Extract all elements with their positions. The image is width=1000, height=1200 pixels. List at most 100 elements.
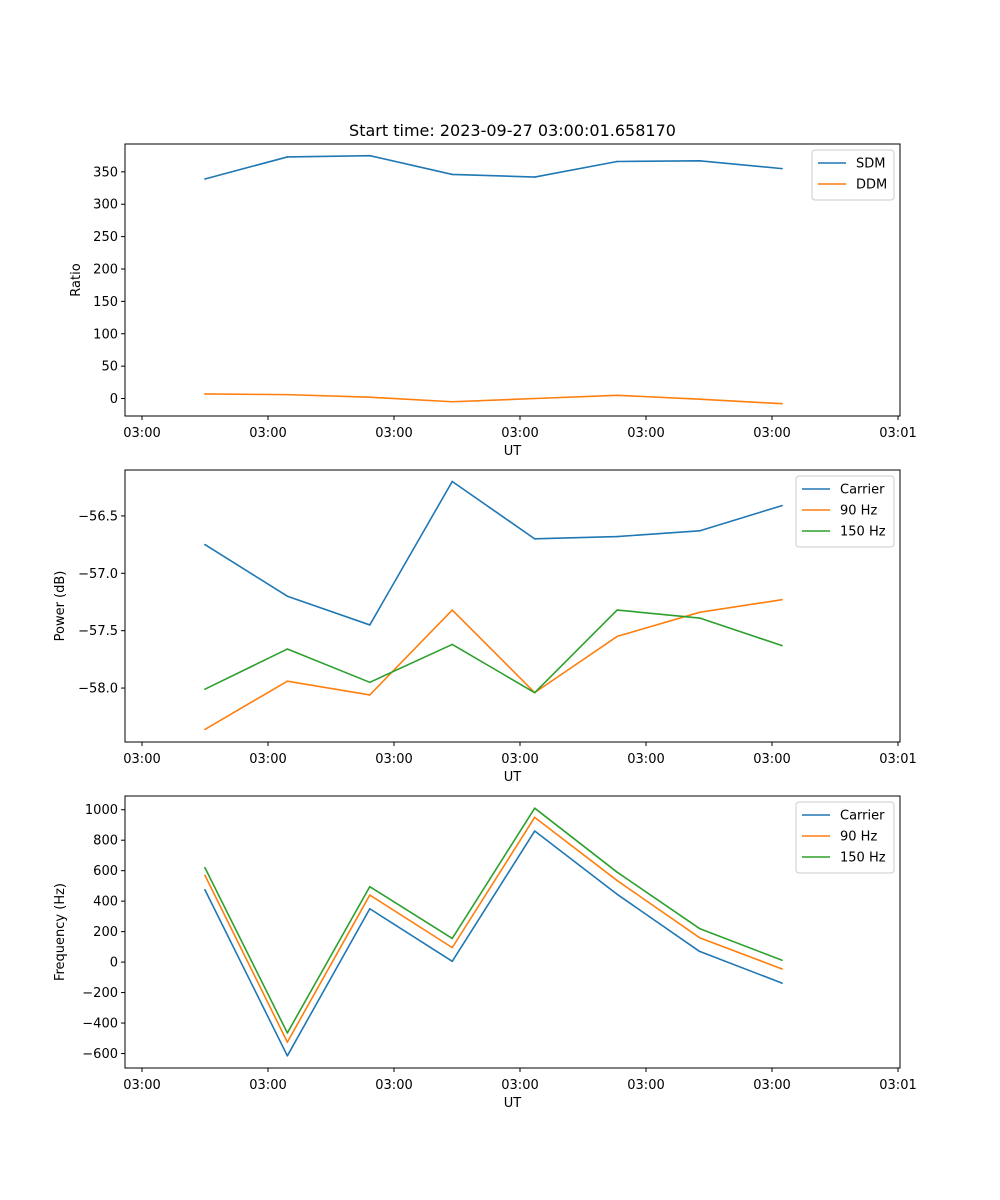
panel-2-series-carrier-point: [781, 504, 783, 507]
panel-2-series-90-hz-point: [698, 611, 701, 614]
panel-3-y-tick-label: 200: [93, 925, 118, 940]
panel-3-series-150-hz-point: [616, 871, 618, 873]
panel-1-y-tick-label: 300: [93, 198, 118, 213]
panel-3-x-tick-label: 03:00: [375, 1078, 412, 1093]
panel-1-x-tick-label: 03:01: [879, 426, 916, 441]
panel-3-y-label: Frequency (Hz): [53, 883, 68, 981]
panel-2-series-150-hz-point: [369, 681, 371, 684]
panel-3-series-90-hz-point: [204, 874, 206, 877]
panel-3-series-carrier-point: [698, 950, 701, 953]
panel-2-series-carrier-line: [204, 480, 783, 626]
panel-3-x-label: UT: [504, 1096, 522, 1111]
panel-3-series-90-hz-point: [533, 816, 536, 819]
panel-1-x-tick-label: 03:00: [753, 426, 790, 441]
panel-3-series-carrier-point: [781, 982, 783, 984]
panel-2-x-label: UT: [504, 770, 522, 785]
panel-2-series-150-hz-point: [616, 609, 618, 611]
panel-1-series-ddm-point: [369, 396, 371, 399]
panel-2-series-carrier-point: [204, 543, 206, 546]
panel-3-y-tick-label: −200: [82, 986, 118, 1001]
panel-2-x-tick-label: 03:00: [123, 752, 160, 767]
panel-2-x-tick-label: 03:00: [753, 752, 790, 767]
panel-2-axes-frame: [124, 469, 901, 743]
panel-3-series-150-hz-point: [204, 866, 206, 869]
panel-1-y-tick-label: 350: [93, 165, 118, 180]
panel-1-series-sdm-point: [698, 160, 701, 162]
panel-3-series-90-hz-point: [369, 894, 371, 896]
panel-1-y-tick-label: 50: [101, 360, 118, 375]
panel-1-series-ddm-point: [616, 394, 618, 397]
panel-1-series-ddm-point: [286, 393, 289, 396]
panel-2-legend: [795, 475, 895, 548]
panel-3-x-tick-label: 03:00: [753, 1078, 790, 1093]
panel-3-series-carrier-point: [616, 893, 618, 896]
panel-3-series-carrier-line: [204, 830, 783, 1057]
panel-1-series-ddm-point: [204, 393, 206, 395]
panel-3-series-carrier-point: [533, 830, 536, 832]
panel-1-series-sdm-point: [451, 173, 454, 176]
panel-2-series-carrier-point: [616, 535, 618, 538]
panel-3-x-tick-label: 03:01: [879, 1078, 916, 1093]
panel-1-series-sdm-line: [204, 154, 783, 180]
panel-2-y-tick-label: −57.5: [78, 624, 118, 639]
panel-3-series-90-hz-point: [451, 946, 454, 949]
panel-3-series-150-hz-point: [451, 937, 454, 940]
panel-1-series-sdm-point: [616, 160, 618, 163]
panel-2-series-150-hz-point: [204, 688, 206, 691]
panel-3-series-150-hz-point: [533, 807, 536, 809]
panel-3-y-tick-label: 0: [110, 956, 118, 971]
panel-2-legend-entry: 90 Hz: [840, 504, 877, 519]
panel-3-series-150-hz-point: [781, 959, 783, 962]
panel-3-y-tick-label: −600: [82, 1047, 118, 1062]
panel-3-x-tick-label: 03:00: [501, 1078, 538, 1093]
panel-2-series-carrier-point: [369, 624, 371, 626]
panel-1-x-tick-label: 03:00: [501, 426, 538, 441]
panel-3-series-90-hz-line: [204, 816, 783, 1043]
panel-1-legend-entry: DDM: [856, 178, 887, 193]
panel-2-series-150-hz-line: [204, 609, 783, 694]
panel-3-legend-entry: 90 Hz: [840, 830, 877, 845]
panel-3-legend-entry: 150 Hz: [840, 851, 886, 866]
panel-2-series-90-hz-point: [369, 694, 371, 696]
panel-1-series-ddm-line: [204, 393, 783, 405]
panel-1-series-sdm-point: [533, 176, 536, 178]
panel-2-series-90-hz-point: [451, 609, 454, 611]
panel-3-y-tick-label: 800: [93, 834, 118, 849]
panel-1-x-tick-label: 03:00: [627, 426, 664, 441]
panel-2-y-label: Power (dB): [53, 571, 68, 642]
panel-3-series-150-hz-point: [286, 1032, 289, 1034]
panel-3-legend: [795, 801, 895, 874]
panel-1-series-sdm-point: [369, 154, 371, 157]
panel-2-series-90-hz-point: [204, 728, 206, 731]
panel-3-series-90-hz-point: [616, 879, 618, 882]
panel-2-x-tick-label: 03:00: [501, 752, 538, 767]
panel-3-x-tick-label: 03:00: [249, 1078, 286, 1093]
panel-1-series-sdm-point: [286, 156, 289, 158]
panel-1-y-tick-label: 0: [110, 392, 118, 407]
panel-3-series-carrier-point: [286, 1055, 289, 1057]
panel-2-x-tick-label: 03:00: [627, 752, 664, 767]
panel-2-series-150-hz-point: [451, 643, 454, 646]
panel-3-series-90-hz-point: [781, 968, 783, 970]
panel-2-series-carrier-point: [451, 480, 454, 483]
panel-2-x-tick-label: 03:00: [249, 752, 286, 767]
panel-1-series-ddm-point: [451, 400, 454, 403]
panel-3-series-150-hz-line: [204, 807, 783, 1034]
panel-2-series-carrier-point: [698, 530, 701, 532]
panel-1-series-ddm-point: [698, 398, 701, 400]
panel-1-title: Start time: 2023-09-27 03:00:01.658170: [349, 121, 676, 140]
panel-2-y-tick-label: −57.0: [78, 567, 118, 582]
panel-3-x-tick-label: 03:00: [627, 1078, 664, 1093]
panel-2-series-90-hz-point: [616, 635, 618, 638]
panel-2-y-tick-label: −56.5: [78, 509, 118, 524]
panel-2-series-150-hz-point: [286, 648, 289, 650]
panel-1-x-tick-label: 03:00: [123, 426, 160, 441]
panel-1-x-tick-label: 03:00: [249, 426, 286, 441]
panel-1-y-tick-label: 100: [93, 327, 118, 342]
panel-2-series-150-hz-point: [781, 644, 783, 647]
panel-3-legend-entry: Carrier: [840, 809, 885, 824]
panel-2-legend-entry: Carrier: [840, 483, 885, 498]
panel-2-series-90-hz-point: [781, 598, 783, 601]
panel-1-y-tick-label: 150: [93, 295, 118, 310]
